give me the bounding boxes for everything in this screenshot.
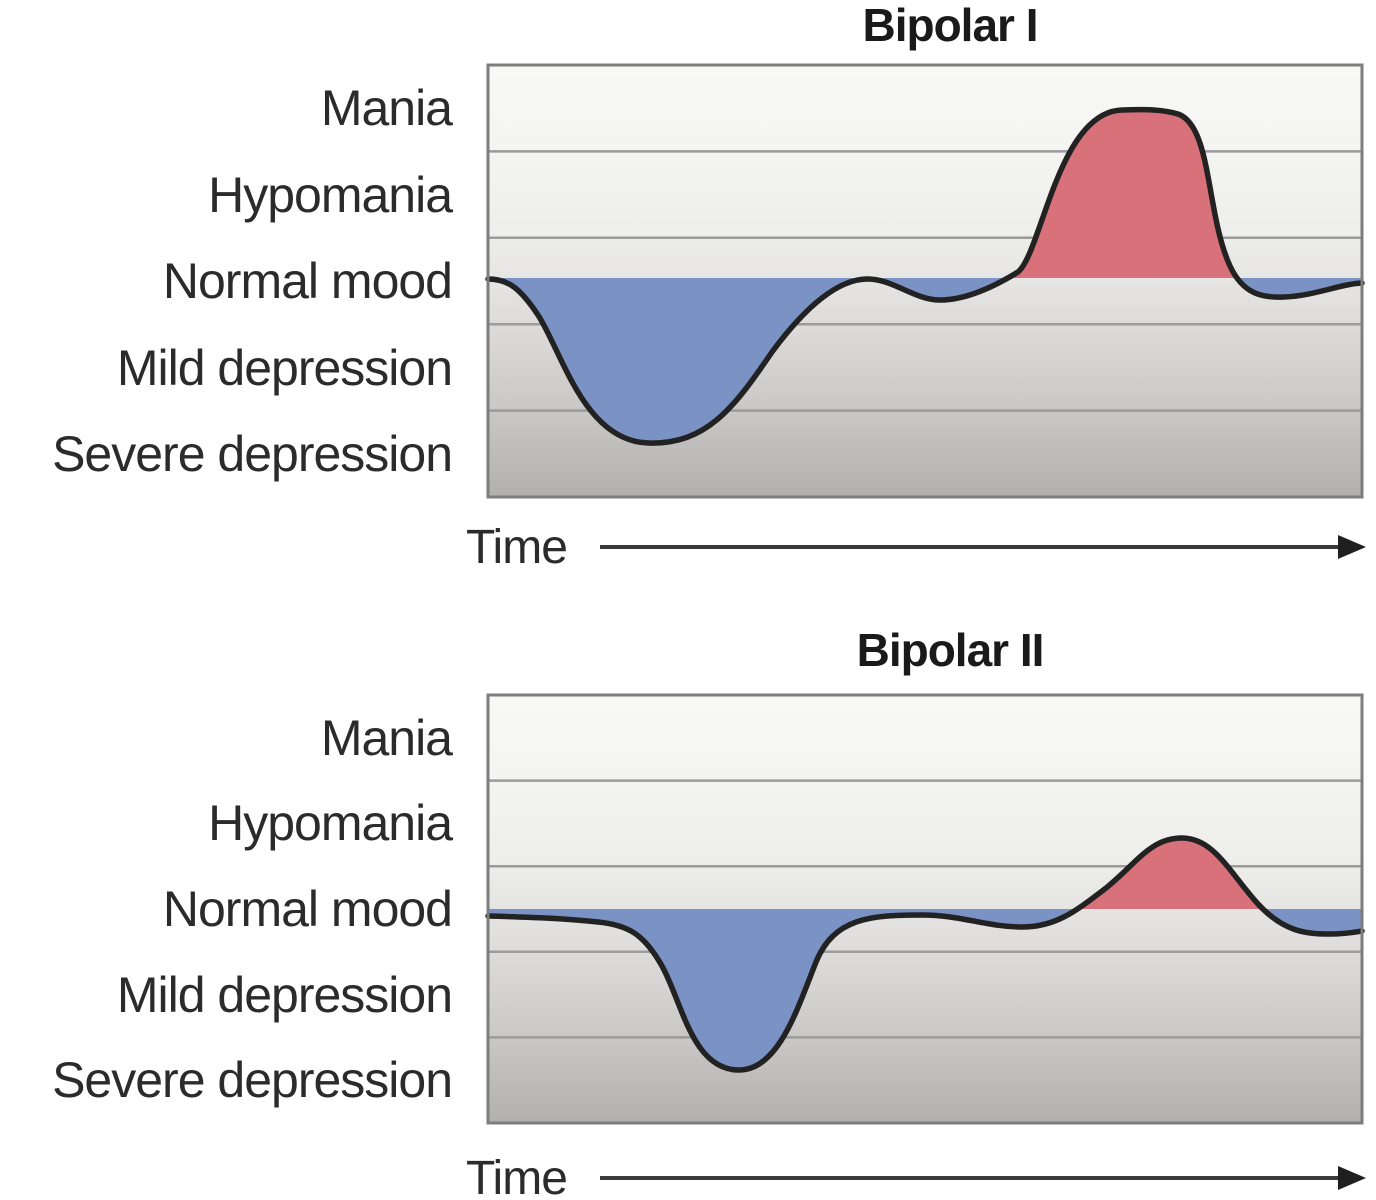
manic-episode-fill: [488, 109, 1362, 278]
chart-title-bipolar-2: Bipolar II: [856, 624, 1045, 676]
bipolar-1-plot: [485, 63, 1365, 499]
time-arrowhead-icon-1: [1338, 535, 1366, 559]
mood-curve: [485, 106, 1365, 446]
ylabel-mild-depression-1: Mild depression: [116, 340, 453, 396]
ylabel-mania-2: Mania: [320, 710, 453, 766]
mood-curve: [485, 835, 1365, 1073]
time-axis-line-1: [600, 545, 1338, 549]
ylabel-normal-mood-1: Normal mood: [162, 253, 453, 309]
depressive-episode-fill: [488, 909, 1362, 1071]
ylabel-severe-depression-1: Severe depression: [52, 426, 453, 482]
ylabel-hypomania-2: Hypomania: [208, 795, 453, 851]
time-axis-label-2: Time: [466, 1151, 568, 1200]
plot-border: [486, 693, 1364, 1125]
ylabel-mania-1: Mania: [320, 80, 453, 136]
ylabel-severe-depression-2: Severe depression: [52, 1052, 453, 1108]
ylabel-normal-mood-2: Normal mood: [162, 881, 453, 937]
plot-border: [486, 63, 1364, 499]
bipolar-2-plot: [485, 693, 1365, 1125]
time-arrowhead-icon-2: [1338, 1166, 1366, 1190]
time-axis-1: Time: [466, 519, 1366, 575]
chart-title-bipolar-1: Bipolar I: [862, 0, 1038, 51]
depressive-episode-fill: [488, 278, 1362, 444]
ylabel-hypomania-1: Hypomania: [208, 167, 453, 223]
time-axis-2: Time: [466, 1150, 1366, 1200]
time-axis-label-1: Time: [466, 520, 568, 574]
ylabel-mild-depression-2: Mild depression: [116, 967, 453, 1023]
time-axis-line-2: [600, 1176, 1338, 1180]
